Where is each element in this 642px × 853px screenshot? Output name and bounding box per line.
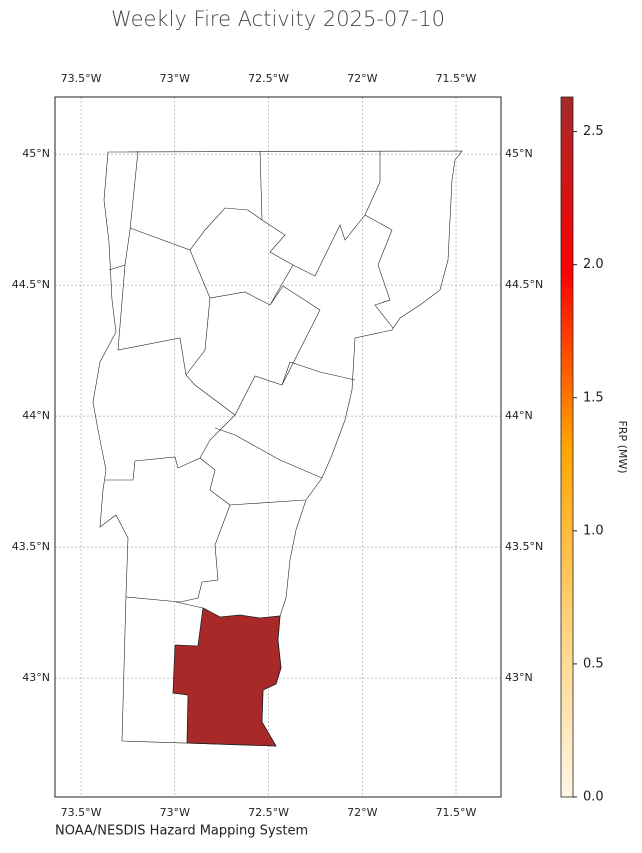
colorbar-tick-label: 0.0 bbox=[583, 790, 604, 805]
y-tick-label: 44.5°N bbox=[12, 278, 50, 291]
y-tick-label: 43°N bbox=[505, 671, 533, 684]
y-tick-label: 43.5°N bbox=[12, 540, 50, 553]
fire-county bbox=[172, 607, 282, 747]
x-tick-label: 72.5°W bbox=[248, 806, 289, 819]
credit: NOAA/NESDIS Hazard Mapping System bbox=[55, 824, 308, 839]
state-outline bbox=[92, 150, 463, 747]
y-tick-label: 43.5°N bbox=[505, 540, 543, 553]
x-tick-label: 72.5°W bbox=[248, 72, 289, 85]
x-tick-label: 73°W bbox=[160, 72, 190, 85]
y-tick-label: 44.5°N bbox=[505, 278, 543, 291]
colorbar-tick-label: 0.5 bbox=[583, 656, 604, 671]
x-tick-label: 73.5°W bbox=[61, 806, 102, 819]
colorbar bbox=[560, 96, 574, 798]
colorbar-tick-label: 1.0 bbox=[583, 523, 604, 538]
y-tick-label: 45°N bbox=[22, 147, 50, 160]
y-tick-label: 44°N bbox=[22, 409, 50, 422]
y-tick-label: 45°N bbox=[505, 147, 533, 160]
map-title: Weekly Fire Activity 2025-07-10 bbox=[111, 7, 445, 31]
colorbar-tick-label: 2.5 bbox=[583, 124, 604, 139]
x-tick-label: 73.5°W bbox=[61, 72, 102, 85]
x-tick-label: 71.5°W bbox=[436, 806, 477, 819]
y-tick-label: 43°N bbox=[22, 671, 50, 684]
colorbar-tick-label: 2.0 bbox=[583, 257, 604, 272]
county-boundary bbox=[105, 150, 394, 609]
colorbar-label: FRP (MW) bbox=[616, 420, 629, 473]
x-tick-label: 72°W bbox=[347, 72, 377, 85]
colorbar-tick-label: 1.5 bbox=[583, 390, 604, 405]
map-frame bbox=[54, 96, 502, 798]
y-tick-label: 44°N bbox=[505, 409, 533, 422]
x-tick-label: 73°W bbox=[160, 806, 190, 819]
x-tick-label: 72°W bbox=[347, 806, 377, 819]
x-tick-label: 71.5°W bbox=[436, 72, 477, 85]
